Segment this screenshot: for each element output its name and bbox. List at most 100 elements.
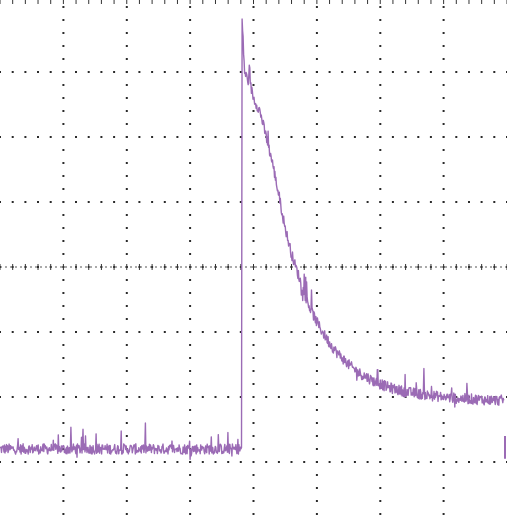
grid-dot (252, 227, 255, 229)
grid-dot (239, 396, 242, 398)
grid-dot (163, 331, 166, 333)
grid-dot (315, 370, 318, 372)
grid-dot (189, 175, 192, 177)
grid-dot (189, 474, 192, 476)
grid-dot (189, 435, 192, 437)
grid-dot (189, 201, 192, 203)
grid-dot (442, 448, 445, 450)
grid-dot (189, 214, 192, 216)
grid-dot (189, 370, 192, 372)
grid-dot (252, 435, 255, 437)
grid-dot (125, 487, 128, 489)
grid-dot (227, 331, 230, 333)
grid-dot (125, 370, 128, 372)
grid-dot (62, 318, 65, 320)
grid-dot (151, 71, 154, 73)
grid-dot (62, 331, 65, 333)
grid-dot (125, 32, 128, 34)
grid-dot (163, 396, 166, 398)
grid-dot (315, 357, 318, 359)
grid-dot (366, 136, 369, 138)
grid-dot (176, 396, 179, 398)
grid-dot (189, 45, 192, 47)
grid-dot (379, 474, 382, 476)
grid-dot (11, 136, 14, 138)
grid-dot (315, 149, 318, 151)
grid-dot (125, 97, 128, 99)
grid-dot (252, 201, 255, 203)
grid-dot (252, 448, 255, 450)
grid-dot (353, 136, 356, 138)
grid-dot (163, 71, 166, 73)
grid-dot (62, 461, 65, 463)
grid-dot (379, 500, 382, 502)
grid-dot (379, 435, 382, 437)
grid-dot (62, 383, 65, 385)
grid-dot (11, 396, 14, 398)
grid-dot (138, 136, 141, 138)
grid-dot (75, 331, 77, 333)
grid-dot (442, 240, 445, 242)
grid-dot (11, 331, 14, 333)
grid-dot (125, 19, 128, 21)
grid-dot (125, 227, 128, 229)
grid-dot (442, 474, 445, 476)
grid-dot (87, 201, 90, 203)
grid-dot (315, 6, 318, 8)
grid-dot (252, 292, 255, 294)
grid-dot (125, 396, 128, 398)
grid-dot (442, 383, 445, 385)
grid-dot (303, 201, 306, 203)
grid-dot (252, 110, 255, 112)
grid-dot (379, 292, 382, 294)
grid-dot (379, 448, 382, 450)
grid-dot (315, 292, 318, 294)
grid-dot (315, 409, 318, 411)
grid-dot (417, 461, 420, 463)
grid-dot (379, 19, 382, 21)
grid-dot (189, 357, 192, 359)
grid-dot (315, 305, 318, 307)
grid-dot (37, 331, 39, 333)
grid-dot (379, 123, 382, 125)
grid-dot (62, 513, 65, 515)
grid-dot (442, 292, 445, 294)
grid-dot (315, 253, 318, 255)
grid-dot (480, 201, 483, 203)
grid-dot (189, 71, 192, 73)
grid-dot (315, 58, 318, 60)
grid-dot (189, 383, 192, 385)
grid-dot (391, 461, 394, 463)
grid-dot (315, 422, 318, 424)
grid-dot (138, 396, 141, 398)
grid-dot (125, 71, 128, 73)
grid-dot (442, 188, 445, 190)
grid-dot (125, 6, 128, 8)
grid-dot (62, 370, 65, 372)
grid-dot (379, 84, 382, 86)
grid-dot (189, 331, 192, 333)
grid-dot (379, 162, 382, 164)
grid-dot (227, 201, 230, 203)
grid-dot (379, 253, 382, 255)
grid-dot (391, 201, 394, 203)
grid-dot (62, 110, 65, 112)
grid-dot (62, 32, 65, 34)
grid-dot (315, 344, 318, 346)
grid-dot (252, 331, 255, 333)
grid-dot (455, 461, 458, 463)
grid-dot (49, 396, 52, 398)
grid-dot (239, 71, 242, 73)
grid-dot (442, 305, 445, 307)
grid-dot (201, 136, 204, 138)
grid-dot (442, 19, 445, 21)
grid-dot (277, 71, 280, 73)
grid-dot (201, 71, 204, 73)
grid-dot (315, 110, 318, 112)
grid-dot (379, 370, 382, 372)
grid-dot (315, 240, 318, 242)
grid-dot (252, 175, 255, 177)
grid-dot (379, 71, 382, 73)
grid-dot (176, 71, 179, 73)
grid-dot (125, 149, 128, 151)
